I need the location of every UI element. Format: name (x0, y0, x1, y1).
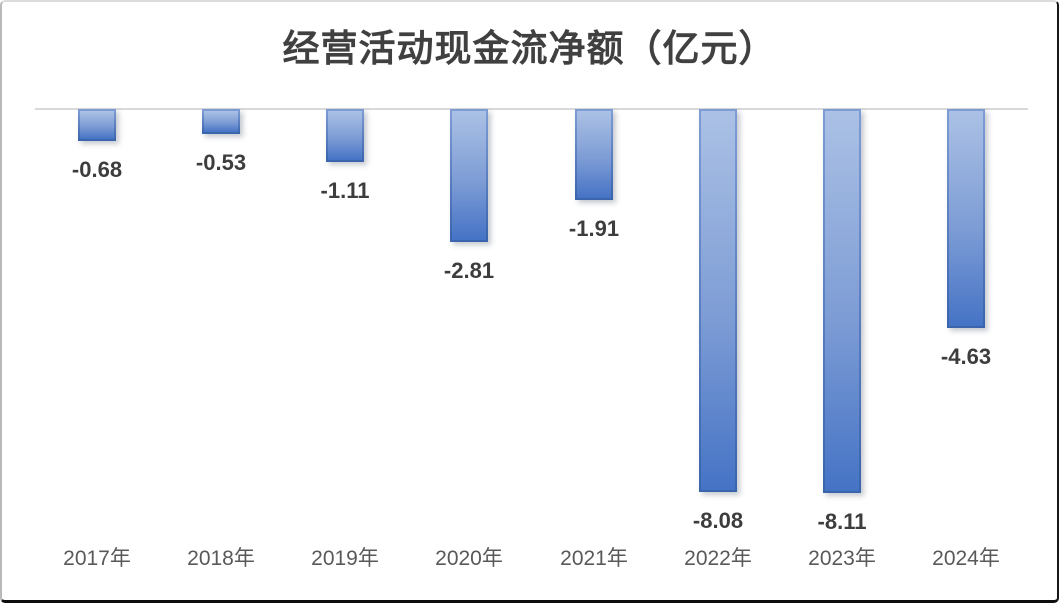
bar-2019年 (326, 109, 364, 162)
x-tick-2020年: 2020年 (435, 547, 503, 570)
x-tick-2021年: 2021年 (560, 547, 628, 570)
value-label-2019年: -1.11 (320, 178, 370, 203)
value-label-2021年: -1.91 (568, 216, 620, 241)
bar-2024年 (947, 109, 985, 328)
value-label-2024年: -4.63 (940, 344, 992, 369)
bar-2020年 (450, 109, 488, 242)
value-label-2017年: -0.68 (71, 157, 123, 182)
bar-2017年 (78, 109, 116, 141)
value-label-2018年: -0.53 (195, 150, 247, 175)
value-label-2022年: -8.08 (692, 508, 744, 533)
bar-2022年 (699, 109, 737, 492)
x-tick-2022年: 2022年 (684, 547, 752, 570)
bar-2021年 (575, 109, 613, 200)
x-tick-2019年: 2019年 (311, 547, 379, 570)
chart-title: 经营活动现金流净额（亿元） (282, 28, 777, 69)
zero-axis-line (35, 108, 1028, 110)
bar-2023年 (823, 109, 861, 493)
x-tick-2018年: 2018年 (187, 547, 255, 570)
x-tick-2017年: 2017年 (63, 547, 131, 570)
x-tick-2023年: 2023年 (808, 547, 876, 570)
value-label-2023年: -8.11 (817, 509, 867, 534)
bar-2018年 (202, 109, 240, 134)
x-tick-2024年: 2024年 (932, 547, 1000, 570)
value-label-2020年: -2.81 (443, 258, 495, 283)
